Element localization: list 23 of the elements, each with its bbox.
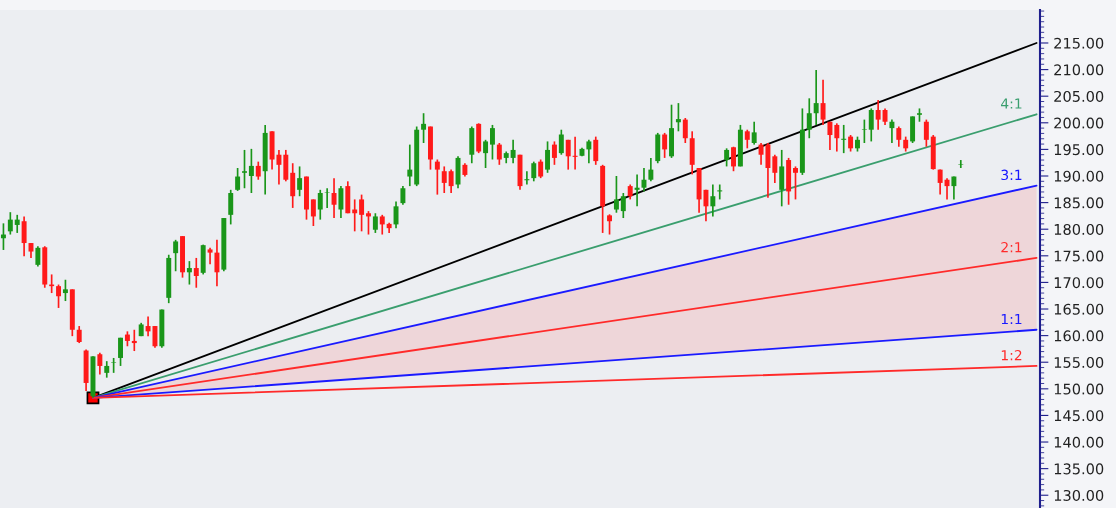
y-tick-label: 130.00 — [1054, 489, 1104, 501]
y-tick-label: 170.00 — [1054, 277, 1104, 289]
series-label: 2:1 — [1001, 241, 1022, 253]
series-label: 1:2 — [1001, 349, 1022, 361]
y-tick-label: 180.00 — [1054, 223, 1104, 235]
y-tick-label: 185.00 — [1054, 197, 1104, 209]
y-tick-label: 140.00 — [1054, 436, 1104, 448]
y-tick-label: 135.00 — [1054, 463, 1104, 475]
series-label: 4:1 — [1000, 98, 1022, 109]
series-label: 1:1 — [1001, 313, 1022, 325]
y-tick-label: 200.00 — [1054, 117, 1104, 129]
y-tick-label: 215.00 — [1054, 37, 1104, 49]
y-tick-label: 205.00 — [1054, 90, 1104, 102]
y-tick-label: 145.00 — [1054, 410, 1104, 422]
y-tick-label: 195.00 — [1054, 144, 1104, 156]
y-tick-label: 160.00 — [1054, 330, 1104, 342]
y-tick-label: 150.00 — [1054, 383, 1104, 395]
y-tick-label: 165.00 — [1054, 303, 1104, 315]
series-label: 3:1 — [1001, 169, 1022, 181]
y-tick-label: 210.00 — [1054, 64, 1104, 76]
y-tick-label: 175.00 — [1054, 250, 1104, 262]
y-tick-label: 155.00 — [1054, 356, 1104, 368]
y-tick-label: 190.00 — [1054, 170, 1104, 182]
